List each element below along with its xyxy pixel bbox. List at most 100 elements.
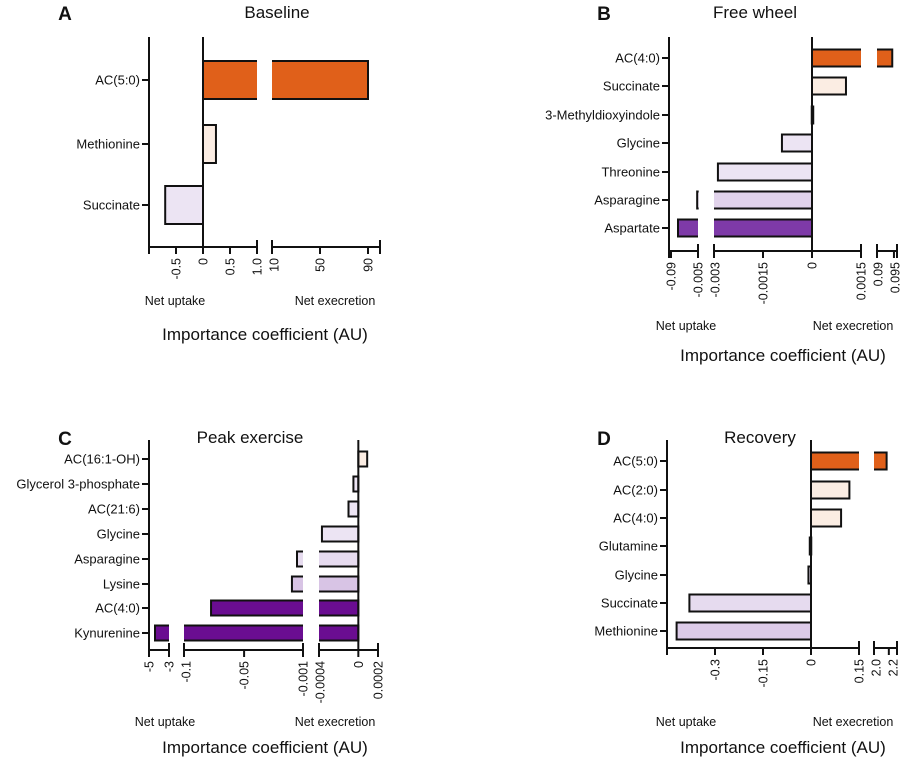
bar-fill xyxy=(348,501,359,517)
bar xyxy=(202,60,369,100)
bar-fill xyxy=(203,61,257,99)
bar xyxy=(290,575,360,593)
x-tick-label: -0.003 xyxy=(709,262,723,297)
bar-fill xyxy=(184,625,303,641)
bar xyxy=(154,624,360,642)
x-tick-label: -0.0015 xyxy=(757,262,771,304)
bar xyxy=(696,190,813,210)
category-label: AC(4:0) xyxy=(613,511,658,526)
category-label: Glycerol 3-phosphate xyxy=(16,477,140,492)
x-axis-label: Importance coefficient (AU) xyxy=(680,738,886,757)
x-tick-label: 10 xyxy=(268,258,282,272)
bar-fill xyxy=(319,576,359,592)
x-tick-label: 0.095 xyxy=(889,262,900,293)
bar-fill xyxy=(358,451,368,467)
panel-letter: A xyxy=(58,4,72,25)
bar xyxy=(164,185,204,225)
bar xyxy=(810,480,851,500)
category-label: Lysine xyxy=(103,577,140,592)
net-uptake-label: Net uptake xyxy=(135,715,196,729)
category-label: AC(5:0) xyxy=(95,73,140,88)
bar xyxy=(811,76,847,96)
panel-c: C Peak exercise Net uptake Net execretion Im… xyxy=(16,428,385,757)
category-label: Glutamine xyxy=(599,539,658,554)
bar-fill xyxy=(211,600,303,616)
panel-title: Recovery xyxy=(724,428,796,447)
net-excretion-label: Net execretion xyxy=(295,715,376,729)
x-tick-label: -0.005 xyxy=(692,262,706,297)
panel-letter: D xyxy=(597,429,611,450)
bar xyxy=(210,599,360,617)
x-tick-label: -0.1 xyxy=(180,661,194,683)
panel-a: A Baseline Net uptake Net execretion Importa… xyxy=(58,3,381,344)
x-tick-label: 0 xyxy=(352,661,366,668)
bar-fill xyxy=(296,551,303,567)
category-label: AC(21:6) xyxy=(88,502,140,517)
x-tick-label: 0.0015 xyxy=(855,262,869,300)
bar-fill xyxy=(714,191,812,209)
bar xyxy=(675,621,812,641)
panel-letter: B xyxy=(597,4,611,25)
bar xyxy=(202,124,217,164)
bar-fill xyxy=(812,49,861,67)
bar xyxy=(780,133,813,153)
x-tick-label: -0.0004 xyxy=(314,661,328,703)
x-axis-label: Importance coefficient (AU) xyxy=(162,738,368,757)
bar-fill xyxy=(811,452,859,470)
bar xyxy=(347,500,360,518)
bar-fill xyxy=(319,551,359,567)
x-tick-label: -0.05 xyxy=(238,661,252,690)
bar-fill xyxy=(291,576,303,592)
category-label: AC(16:1-OH) xyxy=(64,452,140,467)
net-uptake-label: Net uptake xyxy=(656,319,717,333)
category-label: Threonine xyxy=(601,165,660,180)
bar-fill xyxy=(321,526,359,542)
x-tick-label: -5 xyxy=(143,661,157,672)
category-label: Glycine xyxy=(617,136,660,151)
category-label: Succinate xyxy=(601,596,658,611)
bar xyxy=(295,550,360,568)
x-tick-label: -0.3 xyxy=(709,659,723,681)
category-label: Glycine xyxy=(615,568,658,583)
bar xyxy=(810,451,888,471)
bar-fill xyxy=(272,61,368,99)
category-label: Methionine xyxy=(76,137,140,152)
bar-fill xyxy=(811,509,842,527)
panel-title: Peak exercise xyxy=(197,428,304,447)
x-tick-label: -0.15 xyxy=(757,659,771,688)
x-tick-label: 2.0 xyxy=(870,659,884,676)
bar xyxy=(811,48,894,68)
net-uptake-label: Net uptake xyxy=(656,715,717,729)
category-label: Kynurenine xyxy=(74,626,140,641)
bar-fill xyxy=(353,476,359,492)
x-tick-label: 0.5 xyxy=(224,258,238,275)
category-label: AC(4:0) xyxy=(615,51,660,66)
category-label: Aspartate xyxy=(604,221,660,236)
bar xyxy=(688,593,812,613)
bar-fill xyxy=(812,77,846,95)
x-axis-label: Importance coefficient (AU) xyxy=(680,346,886,365)
x-tick-label: -3 xyxy=(163,661,177,672)
category-label: Methionine xyxy=(594,624,658,639)
bar xyxy=(320,525,360,543)
category-label: AC(2:0) xyxy=(613,483,658,498)
category-label: AC(5:0) xyxy=(613,454,658,469)
category-label: 3-Methyldioxyindole xyxy=(545,108,660,123)
bar-fill xyxy=(676,622,811,640)
x-tick-label: 0 xyxy=(806,262,820,269)
x-tick-label: 0 xyxy=(805,659,819,666)
bar-fill xyxy=(689,594,811,612)
net-excretion-label: Net execretion xyxy=(295,294,376,308)
net-excretion-label: Net execretion xyxy=(813,319,894,333)
bar-fill xyxy=(165,186,203,224)
panel-title: Free wheel xyxy=(713,3,797,22)
x-tick-label: 50 xyxy=(314,258,328,272)
net-uptake-label: Net uptake xyxy=(145,294,206,308)
bar-fill xyxy=(155,625,169,641)
category-label: Succinate xyxy=(603,79,660,94)
bar-fill xyxy=(677,219,698,237)
bar xyxy=(357,450,369,468)
panel-b: B Free wheel Net uptake Net execretion Impor… xyxy=(545,3,900,365)
panel-letter: C xyxy=(58,429,72,450)
x-tick-label: 0.15 xyxy=(853,659,867,683)
